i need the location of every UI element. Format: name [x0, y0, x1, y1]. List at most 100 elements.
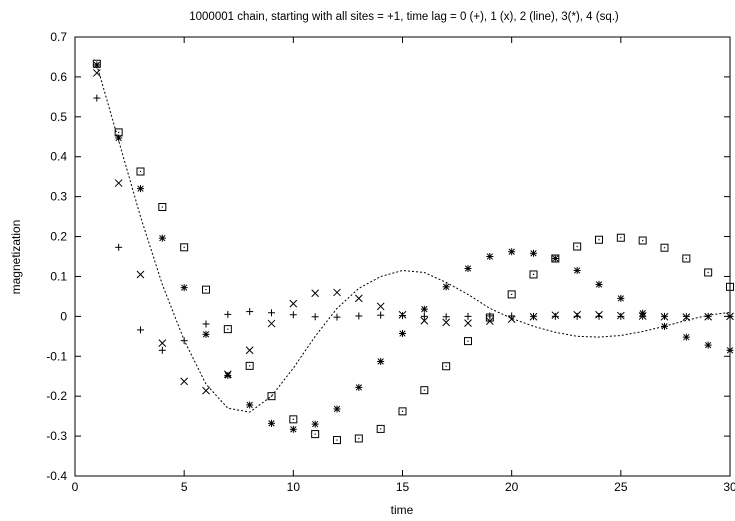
data-point-star [661, 322, 668, 330]
y-tick-label: 0.5 [50, 110, 67, 124]
data-point-square [376, 424, 385, 433]
data-point-plus [246, 308, 254, 316]
data-point-plus [158, 346, 166, 354]
data-point-star [617, 294, 625, 302]
data-point-square [354, 434, 363, 443]
data-point-cross [245, 346, 254, 355]
data-point-star [289, 425, 297, 433]
y-tick-label: 0.1 [50, 269, 67, 283]
data-point-plus [420, 312, 428, 320]
data-point-plus [268, 309, 275, 317]
data-point-cross [92, 69, 101, 77]
data-point-square [158, 203, 167, 212]
data-point-plus [464, 312, 472, 320]
data-point-cross [442, 318, 451, 327]
data-point-star [508, 248, 516, 256]
data-point-square [704, 268, 713, 277]
data-point-cross [333, 288, 341, 297]
data-point-square [136, 167, 145, 176]
data-point-square [551, 254, 560, 263]
data-point-square [573, 242, 582, 251]
data-point-cross [464, 319, 472, 328]
data-point-star [442, 283, 450, 291]
data-point-cross [180, 377, 189, 386]
data-point-square [223, 325, 232, 334]
data-point-plus [551, 312, 559, 320]
data-point-star [704, 341, 712, 349]
data-point-star [682, 333, 690, 341]
data-point-star [377, 357, 385, 365]
data-point-square [682, 254, 691, 263]
series-line [96, 64, 731, 413]
data-point-star [158, 234, 166, 242]
data-point-star [399, 330, 406, 338]
data-point-cross [616, 311, 625, 320]
x-tick-label: 25 [614, 480, 628, 494]
data-point-square [529, 270, 538, 279]
data-point-star [180, 284, 188, 292]
data-point-cross [158, 339, 167, 347]
data-point-plus [682, 312, 690, 320]
x-tick-label: 30 [723, 480, 735, 494]
data-point-square [595, 235, 603, 244]
data-point-square [114, 128, 123, 137]
y-tick-label: 0 [60, 309, 67, 323]
data-point-square [92, 59, 101, 68]
series-square [92, 59, 734, 445]
data-point-cross [311, 289, 320, 298]
data-point-plus [595, 312, 603, 320]
data-point-star [420, 305, 428, 313]
data-point-star [726, 346, 734, 354]
data-point-square [289, 415, 298, 424]
data-point-cross [420, 316, 429, 325]
series-cross [92, 69, 734, 395]
x-tick-label: 0 [72, 480, 79, 494]
data-point-cross [551, 311, 560, 320]
data-point-cross [376, 302, 385, 311]
data-point-plus [333, 313, 341, 321]
data-point-cross [267, 319, 276, 328]
x-tick-label: 20 [505, 480, 519, 494]
y-tick-label: -0.1 [46, 349, 67, 363]
data-point-star [333, 405, 341, 413]
data-point-plus [202, 320, 210, 328]
data-point-star [246, 401, 254, 409]
y-tick-label: -0.3 [46, 429, 67, 443]
data-point-plus [355, 312, 363, 320]
data-point-square [202, 285, 210, 294]
data-point-cross [660, 312, 669, 321]
data-point-star [202, 330, 210, 338]
data-point-star [464, 264, 472, 272]
series-plus [93, 94, 734, 354]
series-star [93, 61, 734, 433]
data-point-square [442, 362, 451, 371]
data-point-plus [377, 311, 385, 319]
data-point-square [638, 236, 647, 245]
data-point-square [180, 243, 189, 252]
data-point-cross [595, 310, 603, 319]
data-point-star [639, 309, 647, 317]
chart-title: 1000001 chain, starting with all sites =… [189, 11, 619, 23]
data-point-star [530, 249, 537, 257]
y-tick-label: 0.7 [50, 30, 67, 44]
data-point-cross [529, 312, 538, 321]
y-tick-label: 0.6 [50, 70, 67, 84]
data-point-star [355, 383, 363, 391]
data-point-plus [617, 312, 625, 320]
y-tick-label: -0.4 [46, 469, 67, 483]
series-layer [92, 59, 734, 445]
plot-frame [74, 36, 731, 477]
data-point-plus [399, 312, 406, 320]
data-point-cross [136, 270, 145, 279]
data-point-plus [137, 326, 144, 334]
data-point-square [464, 337, 472, 346]
x-tick-label: 10 [287, 480, 301, 494]
axes: 0 5 10 15 20 25 30 -0.4 -0.3 -0.2 -0.1 0 0.1 0.2 0.3 0.… [46, 30, 735, 494]
data-point-square [726, 282, 734, 291]
data-point-cross [726, 312, 734, 321]
data-point-square [311, 430, 320, 439]
data-point-star [595, 280, 603, 288]
data-point-square [420, 386, 429, 395]
x-tick-label: 5 [181, 480, 188, 494]
data-point-plus [115, 243, 123, 251]
